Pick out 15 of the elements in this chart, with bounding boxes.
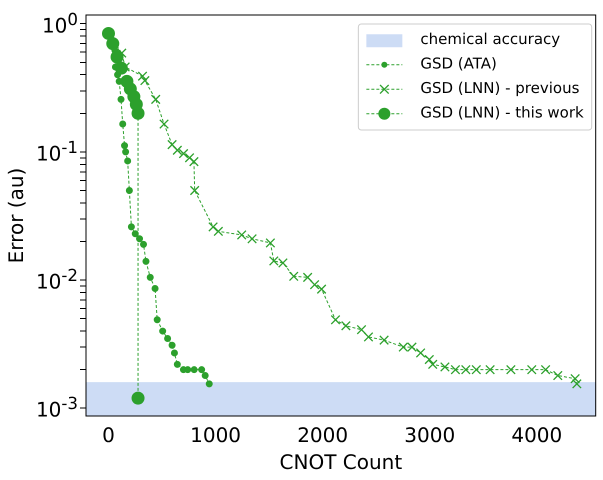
x-axis-title: CNOT Count xyxy=(280,450,402,474)
y-tick-label: 10$^{-2}$ xyxy=(36,266,78,294)
y-tick-label: 10$^{0}$ xyxy=(42,10,78,38)
x-tick-label: 1000 xyxy=(190,423,242,448)
x-tick-label: 3000 xyxy=(404,423,456,448)
x-tick-label: 0 xyxy=(102,423,115,448)
legend-label: GSD (ATA) xyxy=(420,54,497,73)
y-tick-label: 10$^{-3}$ xyxy=(36,394,78,422)
legend-label: GSD (LNN) - previous xyxy=(420,79,580,98)
x-tick-label: 2000 xyxy=(297,423,348,448)
legend-label: chemical accuracy xyxy=(420,30,560,48)
x-tick-label: 4000 xyxy=(511,423,562,448)
y-axis-title: Error (au) xyxy=(4,168,28,264)
legend-label: GSD (LNN) - this work xyxy=(420,104,584,122)
y-tick-label: 10$^{-1}$ xyxy=(36,138,78,166)
